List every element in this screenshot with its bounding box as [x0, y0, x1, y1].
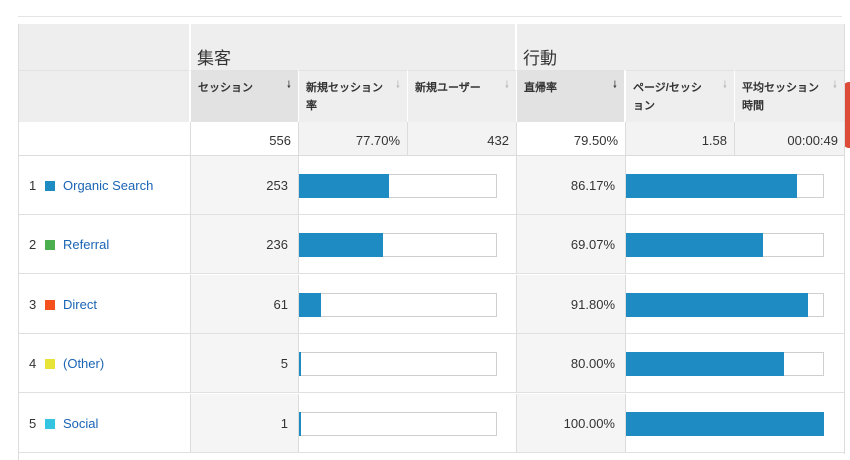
sessions-bar-track	[299, 233, 497, 258]
table-row-dimension: 2 Referral	[19, 215, 190, 275]
bounce-bar-track	[626, 352, 824, 377]
col-avg-session-duration-label: 平均セッション時間	[742, 82, 819, 112]
bounce-bar	[626, 352, 785, 377]
group-header-spacer	[19, 24, 189, 70]
sort-icon[interactable]: 🠗	[395, 80, 400, 91]
col-sessions[interactable]: セッション 🠗	[190, 70, 298, 122]
bounce-rate-value: 100.00%	[516, 393, 625, 453]
col-bounce-rate-label: 直帰率	[524, 82, 557, 94]
row-index: 4	[29, 356, 37, 372]
channel-color-swatch	[45, 181, 55, 191]
top-divider	[18, 16, 842, 17]
total-bounce-rate: 79.50%	[516, 122, 625, 156]
col-pages-per-session-label: ページ/セッション	[633, 82, 702, 112]
bounce-rate-value: 91.80%	[516, 274, 625, 334]
bounce-bar-cell	[625, 334, 845, 394]
sort-icon[interactable]: 🠗	[722, 80, 727, 91]
bounce-bar	[626, 174, 797, 198]
total-sessions: 556	[190, 122, 298, 156]
channel-color-swatch	[45, 418, 55, 429]
table-row-dimension: 3 Direct	[19, 275, 190, 334]
col-new-users[interactable]: 新規ユーザー 🠗	[407, 70, 516, 122]
table-row-dimension: 4 (Other)	[19, 334, 190, 394]
channel-link[interactable]: Direct	[63, 296, 97, 312]
bounce-bar-cell	[625, 393, 845, 453]
group-acquisition: 集客	[190, 24, 515, 70]
sessions-bar	[299, 411, 301, 436]
sessions-bar	[299, 174, 390, 198]
report-table: 集客 行動 セッション 🠗 新規セッション率 🠗 新規ユーザー 🠗 直帰率 🠗 …	[18, 24, 845, 460]
channel-link[interactable]: Referral	[63, 237, 110, 253]
col-new-session-rate[interactable]: 新規セッション率 🠗	[298, 70, 407, 122]
sessions-bar-cell	[298, 156, 516, 215]
sessions-bar-track	[299, 174, 497, 198]
channel-link[interactable]: Social	[63, 415, 99, 431]
bounce-bar-cell	[625, 156, 845, 215]
sessions-bar-track	[299, 292, 497, 317]
row-index: 2	[29, 237, 37, 253]
bounce-bar-track	[626, 233, 824, 258]
sessions-bar-cell	[298, 334, 516, 394]
bounce-rate-value: 69.07%	[516, 215, 625, 275]
side-feedback-tab[interactable]	[843, 82, 850, 148]
bounce-bar	[626, 411, 824, 436]
channel-color-swatch	[45, 240, 55, 251]
col-new-users-label: 新規ユーザー	[415, 82, 481, 94]
sessions-bar	[299, 352, 301, 377]
dimension-header	[19, 70, 189, 122]
sessions-value: 1	[190, 393, 298, 453]
sessions-bar-cell	[298, 274, 516, 334]
bounce-bar-track	[626, 174, 824, 198]
table-right-border	[844, 24, 845, 454]
bounce-rate-value: 80.00%	[516, 334, 625, 394]
col-avg-session-duration[interactable]: 平均セッション時間 🠗	[734, 70, 844, 122]
col-bounce-rate[interactable]: 直帰率 🠗	[516, 70, 624, 122]
col-sessions-label: セッション	[198, 82, 253, 94]
sessions-value: 61	[190, 274, 298, 334]
channel-link[interactable]: (Other)	[63, 356, 105, 372]
table-row-dimension: 5 Social	[19, 394, 190, 453]
sessions-bar	[299, 292, 321, 317]
sessions-value: 253	[190, 156, 298, 215]
col-new-session-rate-label: 新規セッション率	[306, 82, 383, 112]
bounce-bar	[626, 233, 763, 258]
bounce-bar	[626, 292, 808, 317]
total-pages-per-session: 1.58	[625, 122, 734, 156]
sort-icon[interactable]: 🠗	[504, 80, 509, 91]
row-index: 1	[29, 178, 37, 193]
total-avg-session-duration: 00:00:49	[734, 122, 845, 156]
col-pages-per-session[interactable]: ページ/セッション 🠗	[625, 70, 734, 122]
total-new-session-rate: 77.70%	[298, 122, 407, 156]
group-behavior: 行動	[516, 24, 845, 70]
sessions-bar-cell	[298, 393, 516, 453]
totals-dimension	[19, 122, 190, 156]
bounce-bar-cell	[625, 274, 845, 334]
table-row-dimension: 1 Organic Search	[19, 156, 190, 215]
bounce-bar-cell	[625, 215, 845, 275]
channel-link[interactable]: Organic Search	[63, 178, 154, 193]
bounce-bar-track	[626, 411, 824, 436]
bounce-bar-track	[626, 292, 824, 317]
sessions-bar	[299, 233, 384, 258]
sort-icon[interactable]: 🠗	[612, 80, 617, 91]
total-new-users: 432	[407, 122, 516, 156]
channel-color-swatch	[45, 299, 55, 310]
channel-color-swatch	[45, 359, 55, 370]
sessions-bar-track	[299, 411, 497, 436]
row-index: 3	[29, 296, 37, 312]
sessions-value: 236	[190, 215, 298, 275]
sessions-bar-cell	[298, 215, 516, 275]
sort-desc-icon[interactable]: 🠗	[286, 80, 291, 91]
sessions-value: 5	[190, 334, 298, 394]
bounce-rate-value: 86.17%	[516, 156, 625, 215]
sort-icon[interactable]: 🠗	[832, 80, 837, 91]
row-index: 5	[29, 415, 37, 431]
sessions-bar-track	[299, 352, 497, 377]
